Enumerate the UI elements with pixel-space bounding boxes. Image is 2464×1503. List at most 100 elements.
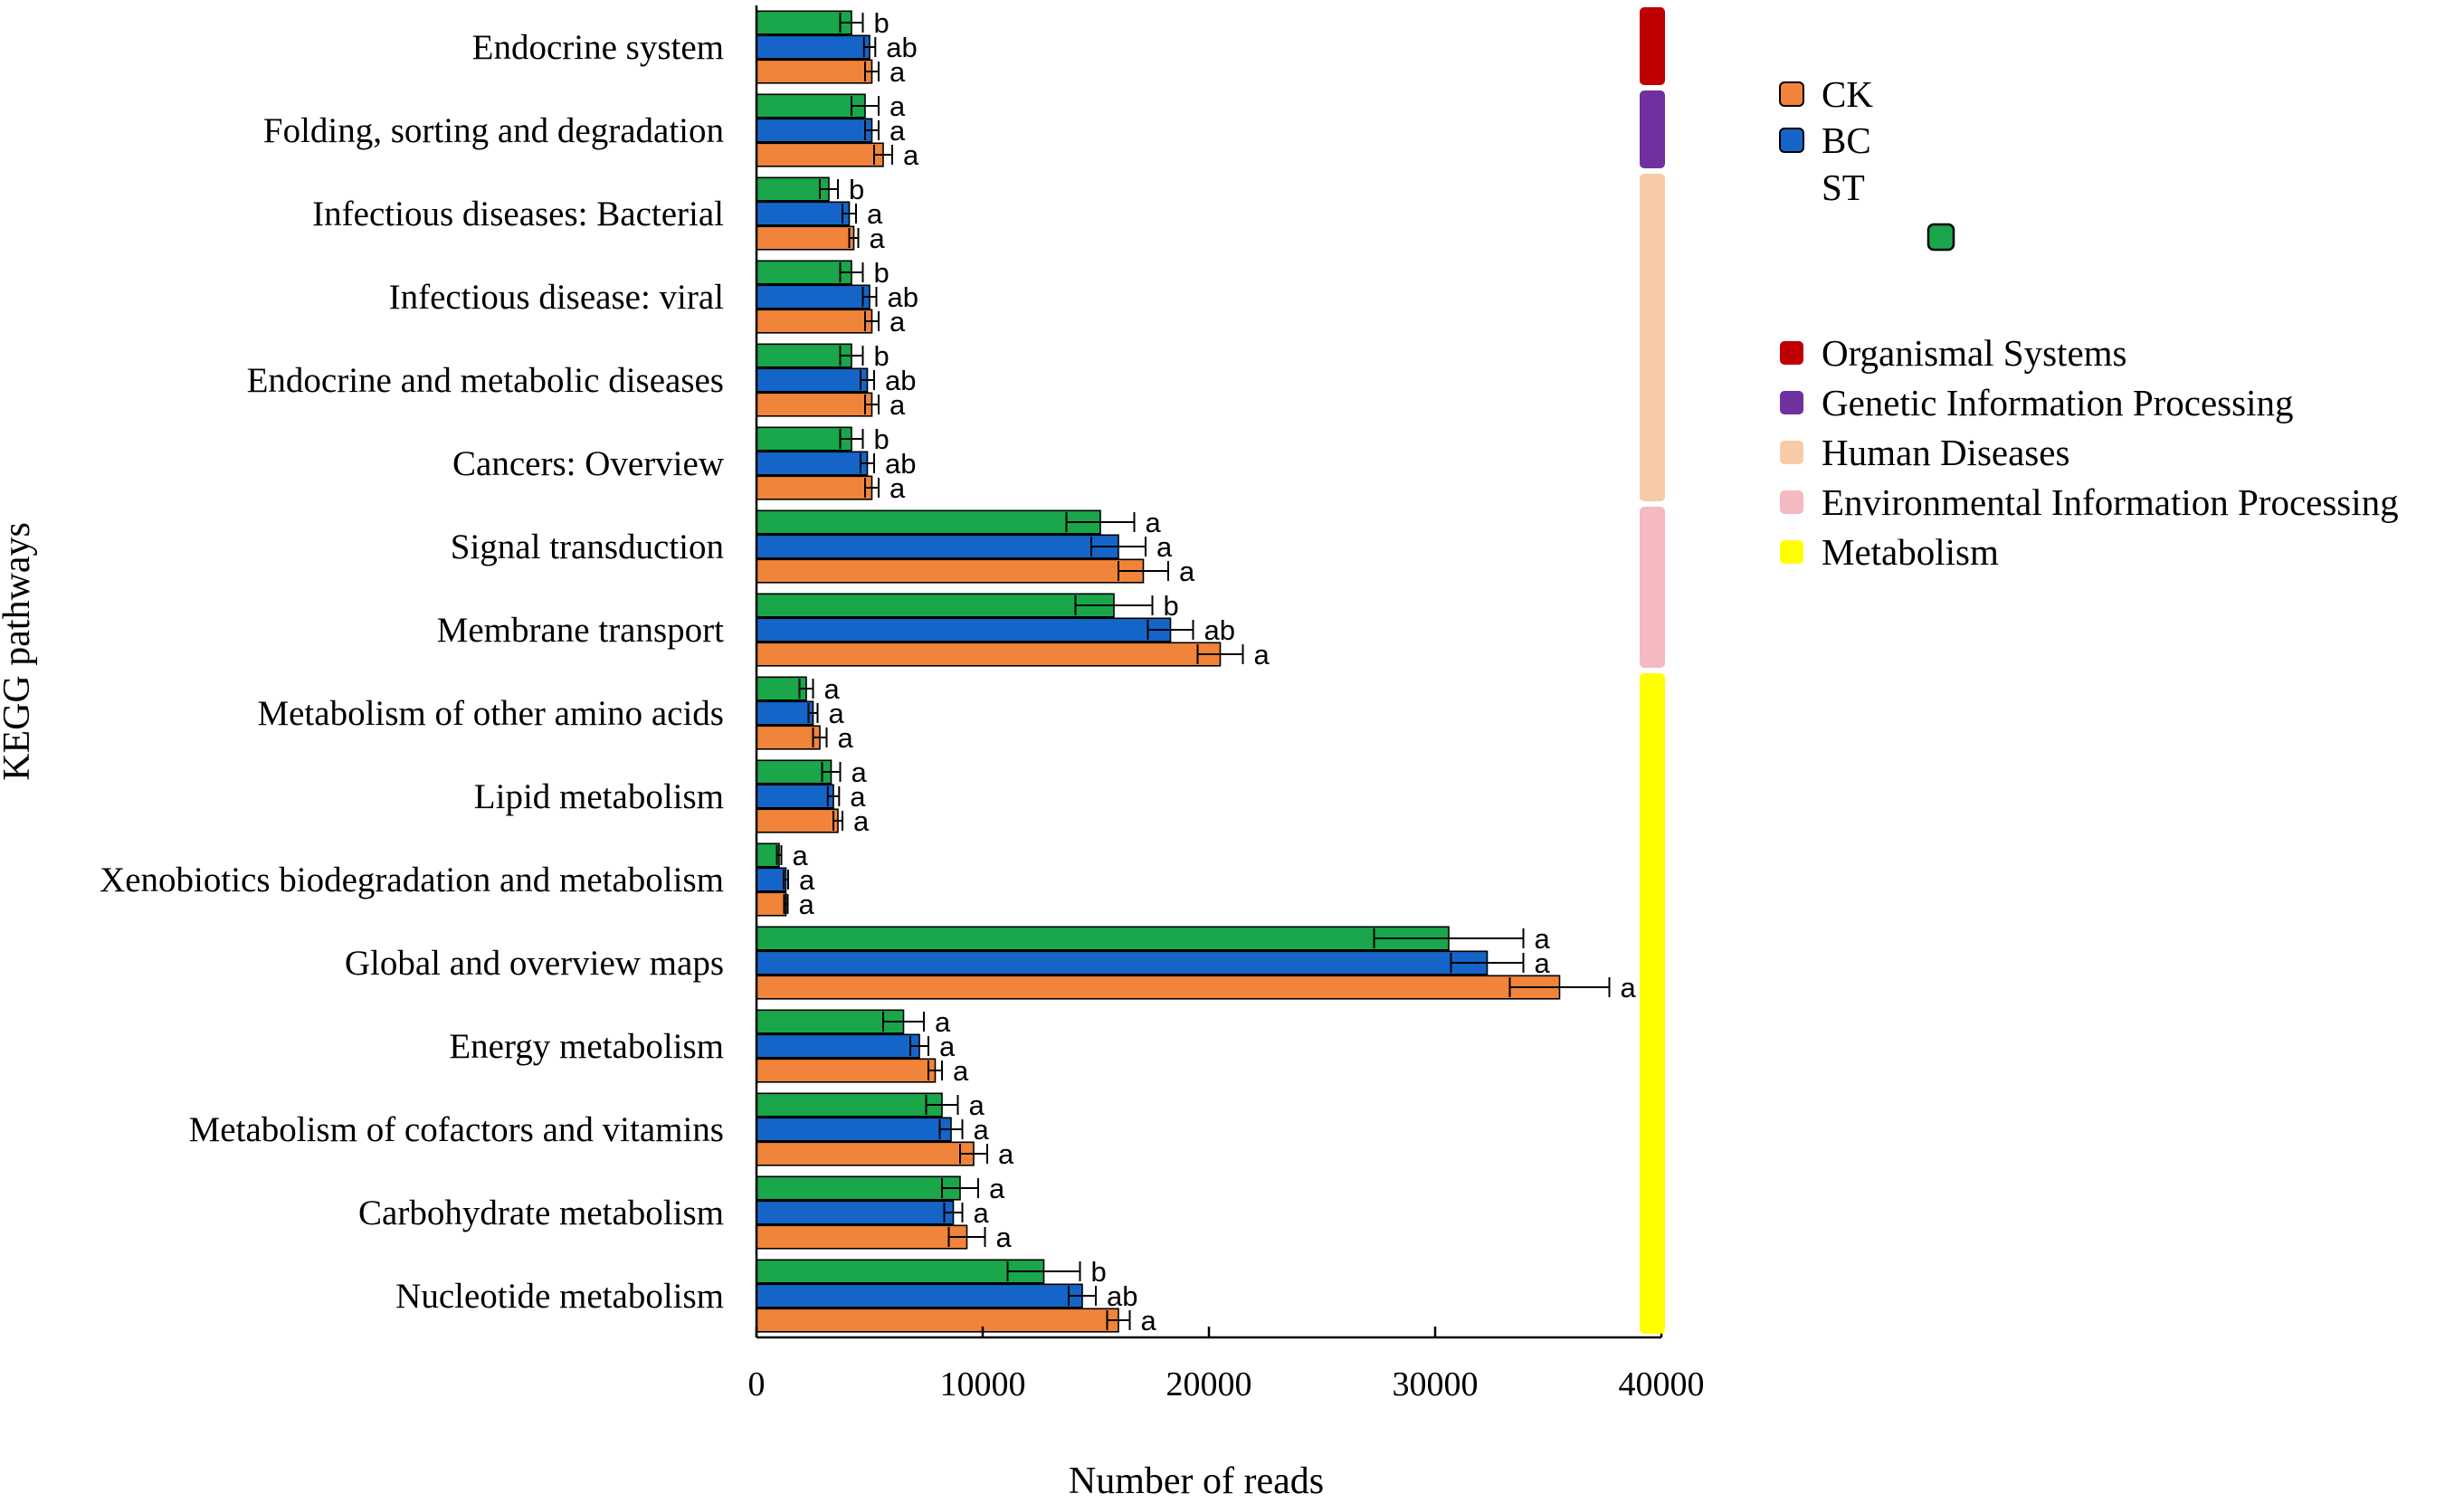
bar-bc-13 — [756, 1117, 952, 1142]
x-tick-label-3: 30000 — [1393, 1365, 1479, 1403]
error-bar-ck-1 — [873, 145, 893, 165]
significance-labels-layer: babaaaabaababababababaaaababaaaaaaaaaaaa… — [793, 7, 1637, 1337]
error-bar-st-13 — [925, 1095, 959, 1115]
significance-st-14: a — [989, 1173, 1005, 1204]
group-strip-3 — [1640, 507, 1665, 668]
significance-st-12: a — [935, 1006, 951, 1038]
error-bar-st-2 — [819, 179, 839, 199]
legend-swatch-ck — [1779, 81, 1804, 107]
legend-group-entry-3: Environmental Information Processing — [1780, 481, 2399, 523]
error-bar-bc-1 — [864, 120, 880, 140]
legend-group-swatch-2 — [1780, 441, 1803, 464]
error-bar-ck-14 — [947, 1227, 986, 1247]
error-bar-bc-12 — [909, 1036, 929, 1056]
category-label-6: Signal transduction — [451, 528, 724, 566]
category-label-9: Lipid metabolism — [474, 777, 724, 816]
bar-ck-1 — [756, 142, 884, 167]
significance-ck-0: a — [890, 56, 906, 88]
significance-bc-5: ab — [885, 448, 916, 480]
significance-bc-9: a — [850, 781, 866, 813]
error-bar-ck-10 — [783, 894, 789, 914]
group-strip-2 — [1640, 174, 1665, 501]
bar-ck-6 — [756, 558, 1145, 584]
significance-ck-6: a — [1179, 556, 1195, 587]
error-bar-bc-8 — [807, 703, 819, 723]
category-label-15: Nucleotide metabolism — [395, 1277, 724, 1316]
significance-bc-1: a — [890, 115, 906, 147]
error-bar-st-10 — [775, 845, 783, 865]
legend-group-label-1: Genetic Information Processing — [1822, 382, 2293, 423]
significance-ck-12: a — [953, 1055, 969, 1087]
significance-st-0: b — [874, 7, 890, 39]
group-strip-1 — [1640, 90, 1665, 168]
significance-st-15: b — [1091, 1256, 1107, 1288]
significance-bc-10: a — [799, 864, 815, 896]
category-label-3: Infectious disease: viral — [389, 278, 725, 317]
category-label-0: Endocrine system — [472, 28, 724, 67]
legend-group-entry-2: Human Diseases — [1780, 432, 2069, 473]
bar-ck-4 — [756, 392, 873, 417]
group-strip-0 — [1640, 7, 1665, 85]
legend-entry-st: ST — [1822, 166, 1955, 252]
error-bar-bc-4 — [860, 370, 875, 390]
error-bar-ck-6 — [1118, 561, 1169, 581]
bar-bc-3 — [756, 284, 870, 309]
bar-ck-11 — [756, 975, 1561, 1000]
x-axis-title: Number of reads — [1069, 1460, 1324, 1502]
significance-bc-15: ab — [1107, 1280, 1137, 1312]
category-label-11: Global and overview maps — [345, 944, 724, 983]
error-bar-st-7 — [1074, 595, 1154, 615]
significance-st-4: b — [874, 340, 890, 372]
significance-bc-13: a — [974, 1114, 990, 1146]
error-bar-st-4 — [839, 346, 864, 366]
significance-bc-14: a — [974, 1197, 990, 1229]
bar-st-5 — [756, 426, 852, 452]
error-bar-st-12 — [882, 1012, 925, 1032]
error-bar-bc-6 — [1090, 537, 1146, 556]
error-bar-ck-7 — [1196, 644, 1244, 664]
significance-bc-7: ab — [1204, 614, 1235, 646]
error-bar-st-8 — [798, 679, 814, 699]
legend-group-swatch-3 — [1780, 490, 1803, 514]
significance-st-9: a — [851, 756, 868, 788]
error-bar-ck-8 — [812, 728, 828, 747]
error-bar-st-6 — [1065, 512, 1136, 532]
y-axis-title: KEGG pathways — [0, 522, 38, 781]
bar-st-0 — [756, 10, 852, 35]
bar-ck-10 — [756, 891, 787, 917]
bar-ck-14 — [756, 1224, 968, 1250]
error-bar-bc-9 — [826, 786, 841, 806]
legend-group-label-0: Organismal Systems — [1822, 332, 2127, 374]
significance-st-10: a — [793, 840, 809, 871]
significance-st-8: a — [824, 673, 841, 705]
bar-bc-5 — [756, 451, 869, 476]
significance-st-11: a — [1535, 923, 1551, 955]
significance-bc-12: a — [939, 1031, 956, 1062]
bar-st-9 — [756, 759, 832, 785]
category-label-8: Metabolism of other amino acids — [257, 694, 724, 733]
category-label-2: Infectious diseases: Bacterial — [312, 195, 724, 233]
error-bar-st-14 — [941, 1178, 979, 1198]
significance-ck-5: a — [890, 472, 906, 504]
bar-ck-2 — [756, 225, 855, 251]
error-bar-bc-2 — [842, 204, 857, 224]
legend-group-entry-1: Genetic Information Processing — [1780, 382, 2293, 423]
legend-group-label-4: Metabolism — [1822, 531, 1999, 573]
legend-group-label-3: Environmental Information Processing — [1822, 481, 2399, 523]
bar-st-14 — [756, 1175, 961, 1201]
category-label-5: Cancers: Overview — [452, 444, 724, 483]
bar-bc-12 — [756, 1033, 920, 1059]
significance-ck-1: a — [903, 139, 919, 171]
significance-st-1: a — [890, 90, 906, 122]
bar-ck-7 — [756, 642, 1222, 667]
bar-bc-4 — [756, 367, 869, 393]
significance-st-3: b — [874, 257, 890, 289]
significance-ck-11: a — [1621, 972, 1637, 1004]
significance-ck-2: a — [870, 223, 886, 254]
bar-bc-10 — [756, 867, 787, 892]
legend-entry-ck: CK — [1779, 73, 1873, 115]
legend-group-label-2: Human Diseases — [1822, 432, 2069, 473]
legend-entry-bc: BC — [1779, 119, 1871, 161]
